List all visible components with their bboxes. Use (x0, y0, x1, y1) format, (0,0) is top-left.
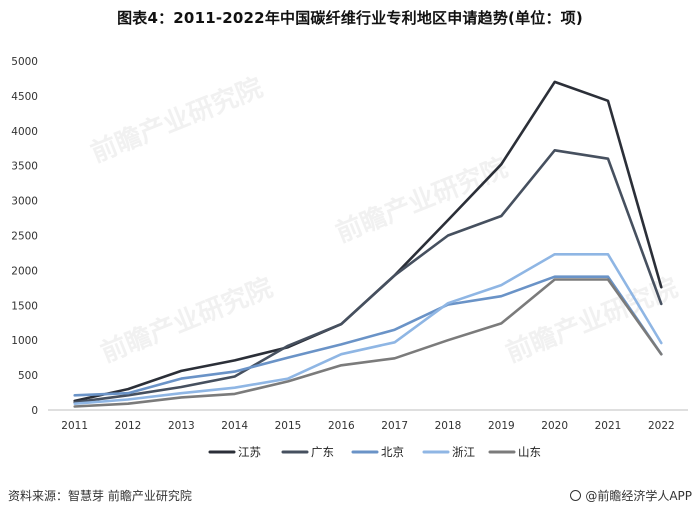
x-tick-label: 2017 (381, 420, 408, 432)
y-tick-label: 0 (31, 405, 38, 417)
brand-text: @前瞻经济学人APP (585, 489, 692, 503)
x-tick-label: 2018 (435, 420, 462, 432)
x-tick-label: 2016 (328, 420, 355, 432)
x-tick-label: 2015 (275, 420, 302, 432)
y-tick-label: 500 (18, 370, 38, 382)
x-tick-label: 2019 (488, 420, 515, 432)
series-line (73, 149, 663, 404)
legend-label: 广东 (311, 445, 334, 459)
y-tick-label: 4000 (11, 126, 38, 138)
legend-label: 浙江 (452, 445, 475, 459)
y-tick-label: 2000 (11, 265, 38, 277)
series-line (73, 278, 663, 408)
legend-label: 北京 (381, 445, 404, 459)
x-tick-label: 2021 (595, 420, 622, 432)
legend-label: 江苏 (238, 445, 261, 459)
y-tick-label: 2500 (11, 231, 38, 243)
series-line (73, 275, 663, 397)
x-tick-label: 2020 (541, 420, 568, 432)
brand-note: @前瞻经济学人APP (570, 487, 692, 504)
chart-title: 图表4：2011-2022年中国碳纤维行业专利地区申请趋势(单位：项) (117, 9, 583, 27)
series-line (73, 80, 663, 403)
x-tick-label: 2022 (648, 420, 675, 432)
x-tick-label: 2013 (168, 420, 195, 432)
x-tick-label: 2014 (221, 420, 248, 432)
x-tick-label: 2011 (61, 420, 88, 432)
y-tick-label: 1000 (11, 335, 38, 347)
y-tick-label: 3500 (11, 161, 38, 173)
y-tick-label: 4500 (11, 91, 38, 103)
y-tick-label: 5000 (11, 56, 38, 68)
x-tick-label: 2012 (115, 420, 142, 432)
y-tick-label: 1500 (11, 300, 38, 312)
series-line (73, 253, 663, 406)
legend-label: 山东 (518, 445, 541, 459)
source-note: 资料来源：智慧芽 前瞻产业研究院 (8, 489, 192, 503)
brand-logo-icon (570, 490, 582, 501)
y-tick-label: 3000 (11, 196, 38, 208)
